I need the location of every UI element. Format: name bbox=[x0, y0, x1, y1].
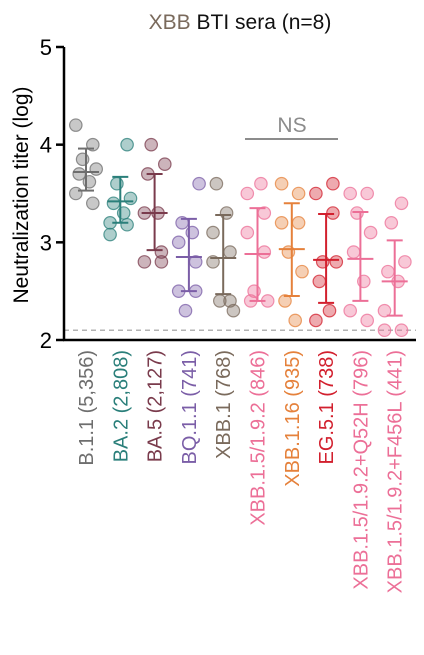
variant-name: BA.2 bbox=[110, 419, 132, 462]
x-tick-label: XBB.1.5/1.9.2+F456L (441) bbox=[385, 350, 407, 593]
data-point bbox=[343, 186, 357, 201]
data-point bbox=[192, 176, 206, 191]
data-point bbox=[309, 186, 323, 201]
plot-area: 2 3 4 5 NS B.1.1 (5,356) BA.2 (2,808) BA.5 (2,1… bbox=[40, 35, 416, 593]
data-point bbox=[322, 303, 337, 318]
data-point bbox=[137, 255, 152, 269]
data-point bbox=[171, 235, 186, 250]
y-tick-label: 2 bbox=[40, 328, 52, 353]
variant-count: (741) bbox=[179, 350, 201, 402]
variant-count: (846) bbox=[248, 350, 270, 402]
data-point bbox=[72, 167, 86, 181]
variant-count: (441) bbox=[385, 350, 407, 402]
data-point bbox=[240, 186, 255, 201]
data-point bbox=[326, 176, 340, 191]
data-point bbox=[343, 303, 357, 318]
data-point bbox=[123, 191, 138, 206]
data-point bbox=[394, 323, 409, 338]
data-point bbox=[226, 303, 241, 318]
variant-count: (738) bbox=[316, 350, 338, 402]
data-point bbox=[154, 245, 169, 259]
data-point bbox=[384, 216, 399, 230]
data-point bbox=[158, 157, 172, 171]
x-tick-label: EG.5.1 (738) bbox=[316, 350, 338, 465]
x-tick-label: XBB.1 (768) bbox=[213, 350, 235, 459]
data-point bbox=[291, 216, 306, 230]
variant-name: EG.5.1 bbox=[316, 402, 338, 464]
data-point bbox=[274, 176, 289, 191]
data-point bbox=[178, 303, 193, 318]
data-point bbox=[278, 294, 292, 308]
data-point bbox=[377, 323, 392, 338]
x-tick-label: BA.2 (2,808) bbox=[110, 350, 132, 462]
variant-name: XBB.1.16 bbox=[282, 402, 304, 487]
data-point bbox=[394, 196, 409, 211]
variant-count: (796) bbox=[350, 350, 372, 402]
x-tick-label: XBB.1.5/1.9.2 (846) bbox=[248, 350, 270, 526]
data-point bbox=[206, 225, 220, 240]
chart-title: XBB BTI sera (n=8) bbox=[149, 11, 332, 34]
x-tick-label: XBB.1.16 (935) bbox=[282, 350, 304, 487]
data-point bbox=[154, 255, 169, 269]
x-tick-label: BA.5 (2,127) bbox=[145, 350, 167, 462]
y-axis-label: Neutralization titer (log) bbox=[10, 86, 33, 303]
data-point bbox=[254, 176, 268, 191]
data-point bbox=[144, 137, 158, 152]
data-point bbox=[295, 264, 309, 279]
data-point bbox=[363, 225, 378, 240]
data-point bbox=[377, 303, 392, 318]
variant-count: (768) bbox=[213, 350, 235, 402]
variant-name: XBB.1 bbox=[213, 402, 235, 459]
data-point bbox=[381, 264, 395, 279]
data-point bbox=[257, 245, 272, 259]
variant-name: XBB.1.5/1.9.2 bbox=[248, 402, 270, 525]
y-tick-label: 4 bbox=[40, 133, 52, 158]
data-point bbox=[309, 313, 323, 328]
data-point bbox=[213, 294, 227, 308]
data-point bbox=[86, 196, 100, 211]
data-point bbox=[312, 274, 327, 289]
x-tick-label: BQ.1.1 (741) bbox=[179, 350, 201, 465]
data-point bbox=[360, 313, 374, 328]
data-point bbox=[69, 118, 83, 132]
data-point bbox=[398, 255, 412, 269]
variant-name: XBB.1.5/1.9.2+F456L bbox=[385, 402, 407, 594]
data-point bbox=[240, 225, 255, 240]
variant-name: B.1.1 bbox=[76, 419, 98, 466]
data-point bbox=[329, 255, 344, 269]
data-point bbox=[103, 227, 117, 242]
variant-count: (2,808) bbox=[110, 350, 132, 419]
variant-name: BA.5 bbox=[145, 419, 167, 462]
variant-count: (5,356) bbox=[76, 350, 98, 419]
data-point bbox=[288, 313, 302, 328]
data-point bbox=[120, 217, 134, 232]
x-tick-label: XBB.1.5/1.9.2+Q52H (796) bbox=[350, 350, 372, 590]
data-point bbox=[346, 245, 361, 259]
ns-annotation: NS bbox=[277, 114, 306, 137]
data-point bbox=[291, 186, 306, 201]
variant-name: XBB.1.5/1.9.2+Q52H bbox=[350, 402, 372, 589]
data-point bbox=[360, 186, 374, 201]
data-point bbox=[223, 245, 237, 259]
x-tick-label: B.1.1 (5,356) bbox=[76, 350, 98, 466]
variant-count: (935) bbox=[282, 350, 304, 402]
chart-title-prefix: XBB bbox=[149, 11, 191, 34]
data-point bbox=[274, 216, 289, 230]
data-point bbox=[120, 137, 134, 152]
data-point bbox=[106, 196, 121, 211]
data-point bbox=[69, 186, 83, 201]
variant-count: (2,127) bbox=[145, 350, 167, 419]
data-point bbox=[89, 162, 103, 176]
data-point bbox=[209, 176, 224, 191]
chart-title-rest: BTI sera (n=8) bbox=[191, 11, 332, 34]
variant-name: BQ.1.1 bbox=[179, 402, 201, 464]
y-tick-label: 5 bbox=[40, 35, 52, 60]
y-tick-label: 3 bbox=[40, 230, 52, 255]
